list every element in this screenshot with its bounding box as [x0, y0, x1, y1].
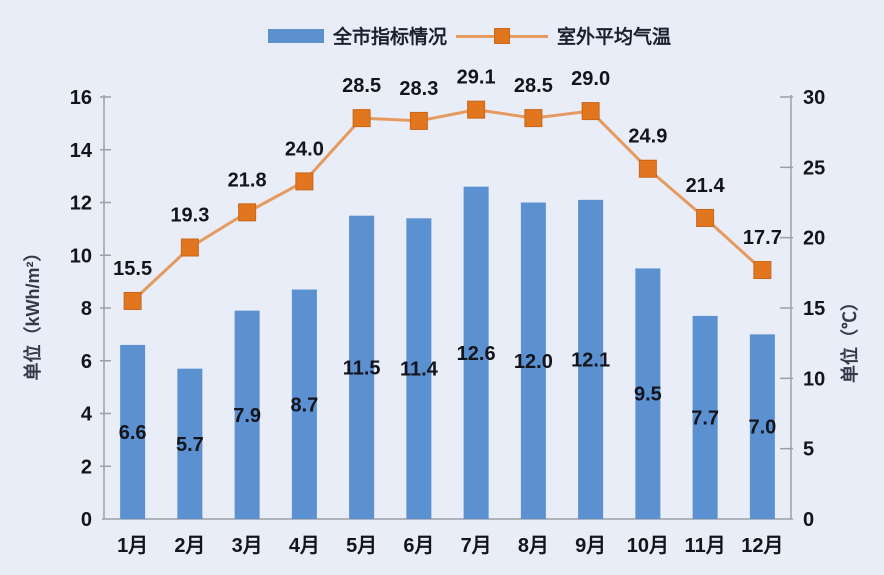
right-axis-tick-label: 10 — [803, 368, 825, 390]
x-axis-label: 1月 — [117, 535, 148, 557]
right-axis-tick-label: 30 — [803, 87, 825, 109]
line-marker-2 — [180, 238, 199, 257]
left-axis-tick-label: 8 — [81, 298, 92, 320]
x-axis-label: 3月 — [232, 535, 263, 557]
line-marker-5 — [352, 109, 371, 128]
left-axis-tick-label: 14 — [70, 140, 93, 162]
legend-line-marker — [456, 27, 549, 44]
left-axis-tick-label: 4 — [81, 404, 93, 426]
legend-bar-label: 全市指标情况 — [333, 27, 448, 48]
bar-7 — [463, 186, 489, 520]
bar-11 — [692, 315, 718, 519]
bar-data-label: 8.7 — [290, 394, 318, 416]
legend-square-marker-icon — [494, 27, 511, 44]
x-axis-label: 5月 — [346, 535, 377, 557]
bar-data-label: 11.5 — [343, 357, 381, 379]
left-axis-tick-label: 12 — [70, 193, 92, 215]
line-data-label: 24.9 — [628, 126, 667, 148]
legend-line-label: 室外平均气温 — [557, 27, 672, 48]
line-marker-11 — [696, 208, 715, 227]
line-data-label: 29.0 — [571, 68, 610, 90]
bar-3 — [234, 310, 260, 519]
x-axis-label: 7月 — [461, 535, 492, 557]
bar-data-label: 7.7 — [691, 407, 719, 429]
line-data-label: 21.4 — [686, 175, 726, 197]
bar-data-label: 12.6 — [457, 343, 496, 365]
line-data-label: 28.5 — [514, 75, 553, 97]
bar-2 — [177, 368, 203, 519]
legend-bar-swatch — [268, 28, 324, 43]
line-data-label: 29.1 — [457, 67, 496, 89]
right-axis-tick-label: 25 — [803, 157, 825, 179]
bar-6 — [406, 218, 432, 519]
right-axis-tick-label: 5 — [803, 439, 814, 461]
temperature-line — [131, 108, 764, 303]
bar-8 — [520, 202, 546, 519]
x-axis-label: 4月 — [289, 535, 320, 557]
line-data-label: 17.7 — [743, 227, 782, 249]
line-marker-7 — [467, 100, 486, 119]
line-data-label: 28.5 — [342, 75, 381, 97]
line-marker-1 — [123, 291, 142, 310]
right-axis-tick-label: 0 — [803, 509, 814, 531]
bar-12 — [749, 334, 775, 519]
bar-data-label: 9.5 — [634, 384, 662, 406]
line-marker-6 — [409, 111, 428, 130]
x-axis-label: 12月 — [741, 535, 783, 557]
bar-data-label: 12.0 — [514, 351, 553, 373]
line-data-label: 24.0 — [285, 138, 324, 160]
x-axis-label: 2月 — [174, 535, 205, 557]
line-marker-8 — [524, 109, 543, 128]
legend: 全市指标情况 室外平均气温 — [268, 22, 671, 49]
line-marker-9 — [581, 102, 600, 121]
x-axis-label: 11月 — [685, 535, 726, 557]
line-marker-4 — [295, 172, 314, 191]
bar-9 — [578, 199, 604, 520]
bar-1 — [120, 344, 146, 519]
x-axis-label: 10月 — [627, 535, 669, 557]
x-axis-label: 8月 — [518, 535, 549, 557]
line-data-label: 19.3 — [170, 205, 209, 227]
bar-data-label: 7.9 — [233, 405, 261, 427]
line-marker-3 — [238, 203, 257, 222]
bar-data-label: 5.7 — [176, 434, 204, 456]
bar-data-label: 12.1 — [571, 349, 610, 371]
line-data-label: 21.8 — [228, 169, 267, 191]
x-axis-label: 9月 — [575, 535, 606, 557]
bar-10 — [635, 268, 661, 519]
left-axis-tick-label: 0 — [81, 509, 92, 531]
right-axis-tick-label: 15 — [803, 298, 825, 320]
right-axis-tick-label: 20 — [803, 228, 825, 250]
left-axis-tick-label: 2 — [81, 456, 92, 478]
line-data-label: 28.3 — [399, 78, 438, 100]
bar-data-label: 11.4 — [400, 359, 439, 381]
line-marker-12 — [753, 261, 772, 280]
bar-data-label: 6.6 — [119, 422, 147, 444]
line-data-label: 15.5 — [113, 258, 152, 280]
left-axis-tick-label: 6 — [81, 351, 92, 373]
left-axis-tick-label: 10 — [70, 245, 92, 267]
bar-4 — [291, 289, 317, 519]
left-axis-tick-label: 16 — [70, 87, 92, 109]
bar-data-label: 7.0 — [748, 417, 776, 439]
bar-5 — [349, 215, 375, 519]
x-axis-label: 6月 — [403, 535, 434, 557]
line-marker-10 — [638, 159, 657, 178]
